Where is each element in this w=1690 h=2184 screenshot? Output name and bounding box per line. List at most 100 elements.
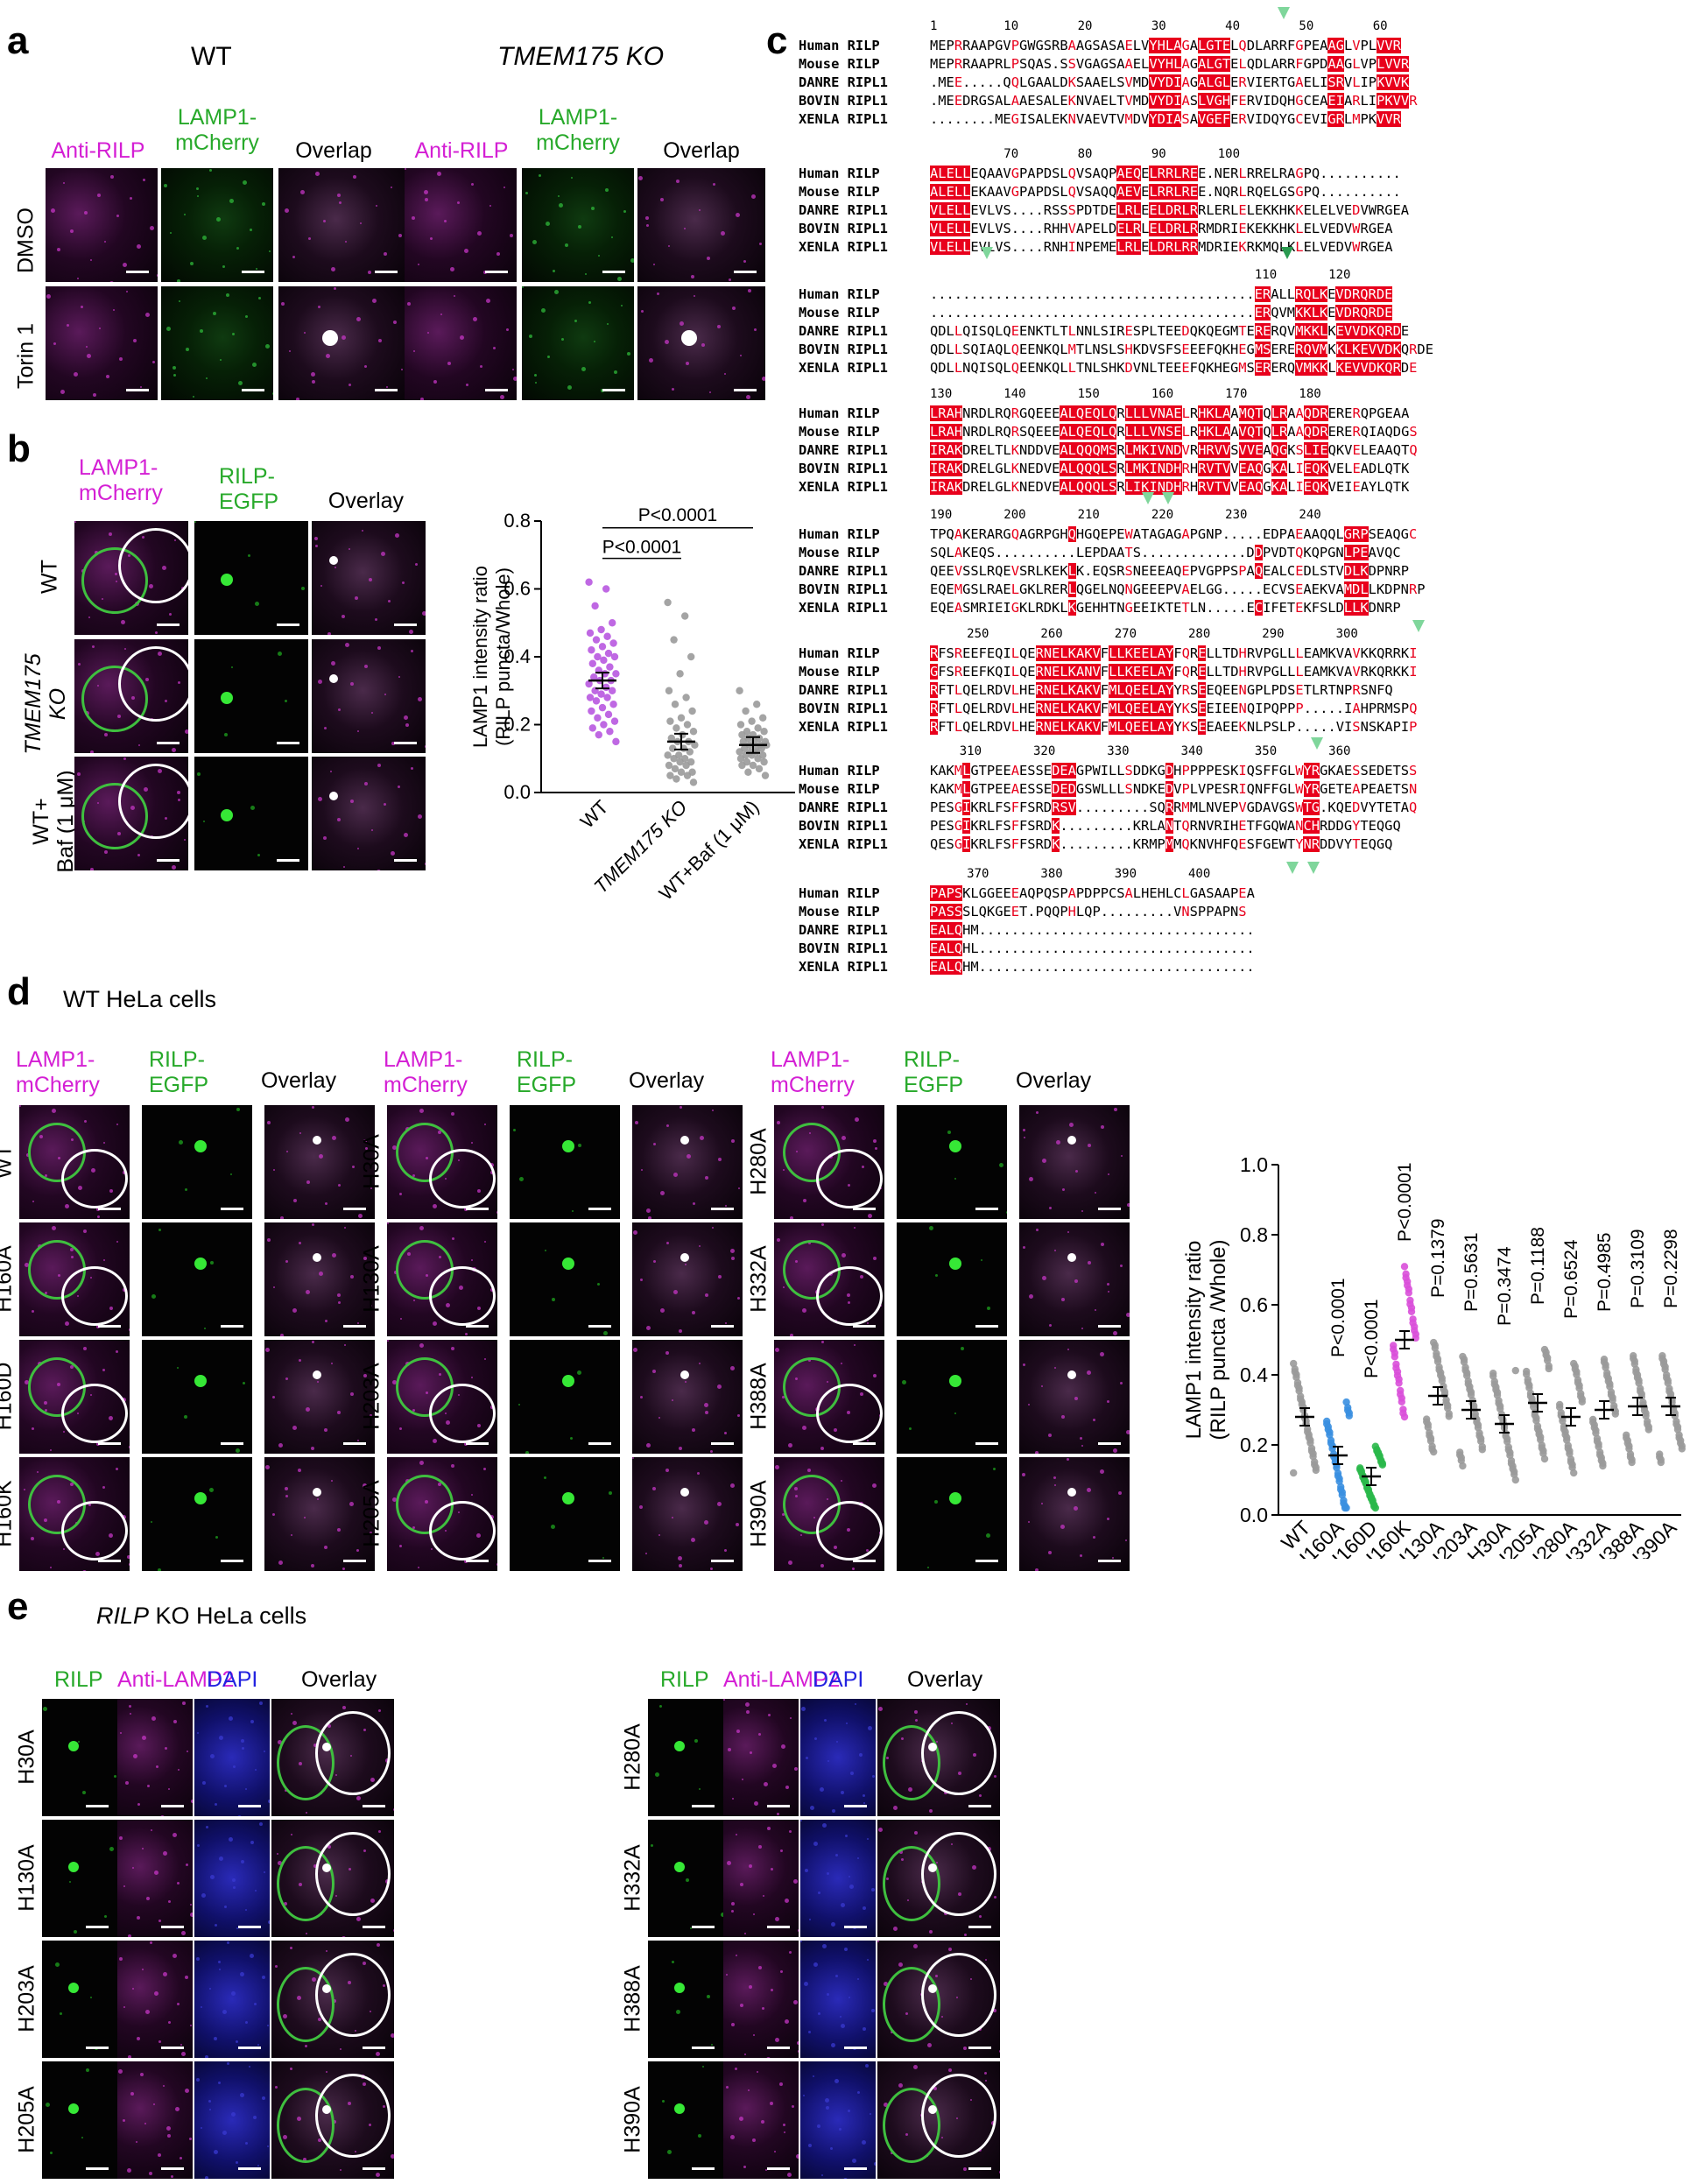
speckle <box>254 602 259 607</box>
speckle <box>878 1707 884 1712</box>
cell-outline-white <box>118 528 188 603</box>
speckle <box>866 1838 869 1841</box>
speckle <box>315 171 320 176</box>
speckle <box>668 245 671 248</box>
sequence: PESGIKRLFSFFSRDRSV.........SQRRMMLNVEPVG… <box>930 800 1418 815</box>
speckle <box>405 723 409 728</box>
speckle <box>357 730 359 732</box>
speckle <box>1119 1382 1123 1385</box>
speckle <box>128 1328 130 1331</box>
speckle <box>304 2045 307 2048</box>
speckle <box>310 371 315 377</box>
sequence: ........................................… <box>930 305 1393 321</box>
panel-d-column-header: RILP- EGFP <box>904 1047 964 1097</box>
speckle <box>337 708 341 712</box>
speckle <box>393 1270 398 1274</box>
speckle <box>236 1107 241 1111</box>
speckle <box>570 1436 574 1440</box>
speckle <box>893 1805 898 1810</box>
cell-outline-white <box>61 1149 128 1208</box>
data-point <box>1456 1451 1464 1459</box>
panel-e-column-header: DAPI <box>813 1667 864 1692</box>
speckle <box>432 1439 437 1444</box>
scale-bar <box>975 1208 998 1210</box>
species-label: Human RILP <box>799 405 880 421</box>
panel-d-row-label: H160A <box>0 1245 17 1313</box>
speckle <box>299 189 305 194</box>
speckle <box>128 2055 132 2058</box>
speckle <box>571 177 574 180</box>
data-point <box>665 687 673 694</box>
rilp-puncta <box>928 1984 937 1993</box>
speckle <box>1068 1122 1074 1127</box>
scale-bar <box>844 1926 867 1928</box>
scale-bar <box>394 859 417 862</box>
speckle <box>788 1951 792 1955</box>
data-point <box>1589 1418 1597 1427</box>
data-point <box>683 721 692 729</box>
data-point <box>1564 1444 1572 1453</box>
sequence: MEPRRAAPRLPSQAS.SSVGAGSAAELVYHLAGALGTELQ… <box>930 56 1410 72</box>
sequence: EALQHM.................................. <box>930 922 1255 938</box>
panel-e-row-label: H30A <box>14 1730 39 1785</box>
speckle <box>209 2108 212 2110</box>
speckle <box>998 2170 1000 2173</box>
data-point <box>594 652 602 661</box>
speckle <box>753 1913 756 1916</box>
alignment-row: BOVIN RIPL1 EALQHL.......................… <box>799 940 1657 958</box>
speckle <box>987 1307 991 1311</box>
speckle <box>898 2083 903 2089</box>
speckle <box>317 679 322 684</box>
speckle <box>600 389 604 392</box>
speckle <box>163 1851 168 1856</box>
sequence: LRAHNRDLRQRSQEEEALQEQLQRLLLVNSELRHKLAAVQ… <box>930 424 1418 440</box>
speckle <box>859 1752 863 1757</box>
speckle <box>1086 1488 1091 1493</box>
panel-d-column-header: Overlay <box>1016 1068 1092 1093</box>
alignment-row: XENLA RIPL1 EALQHM.......................… <box>799 958 1657 976</box>
speckle <box>126 291 129 293</box>
alignment-row: Human RILP PAPSKLGGEEEAQPQSPAPDPPCSALHEHL… <box>799 884 1657 903</box>
speckle <box>964 1933 968 1936</box>
data-point <box>585 578 593 586</box>
speckle <box>311 379 315 384</box>
panel-e-title-gene: RILP <box>96 1603 150 1629</box>
speckle <box>292 1198 297 1202</box>
data-point <box>679 730 687 739</box>
speckle <box>992 2008 996 2012</box>
data-point <box>761 771 770 779</box>
speckle <box>330 1480 333 1482</box>
speckle <box>1060 1524 1065 1529</box>
alignment-row: Human RILP MEPRRAAPGVPGWGSRBAAGSASAELVYHL… <box>799 37 1657 55</box>
speckle <box>646 1443 651 1448</box>
data-point <box>667 734 675 743</box>
speckle <box>588 300 591 304</box>
data-point <box>670 636 678 644</box>
speckle <box>801 1307 806 1313</box>
data-point <box>1411 1327 1419 1335</box>
speckle <box>292 256 296 259</box>
speckle <box>42 1707 47 1712</box>
data-point <box>1639 1401 1647 1409</box>
speckle <box>1060 1414 1065 1419</box>
speckle <box>771 1988 774 1991</box>
speckle <box>747 288 751 292</box>
scale-bar <box>343 1560 366 1562</box>
panel-e-column-header: Overlay <box>301 1667 377 1692</box>
speckle <box>620 304 623 306</box>
speckle <box>369 578 372 581</box>
panel-b-image-r0-c1 <box>194 521 308 635</box>
speckle <box>810 1805 815 1810</box>
p-value-label: P=0.1188 <box>1528 1227 1548 1305</box>
data-point <box>688 707 696 715</box>
speckle <box>123 2006 125 2009</box>
speckle <box>189 2025 192 2027</box>
speckle <box>369 1531 372 1534</box>
speckle <box>721 1912 723 1917</box>
speckle <box>726 1973 729 1976</box>
sequence: EQEASMRIEIGKLRDKLKGEHHTNGEEIKTETLN.....E… <box>930 600 1401 616</box>
panel-e-row-label: H203A <box>14 1965 39 2033</box>
panel-d-row-label: H205A <box>359 1480 384 1547</box>
speckle <box>25 1152 30 1157</box>
species-label: BOVIN RIPL1 <box>799 93 888 109</box>
